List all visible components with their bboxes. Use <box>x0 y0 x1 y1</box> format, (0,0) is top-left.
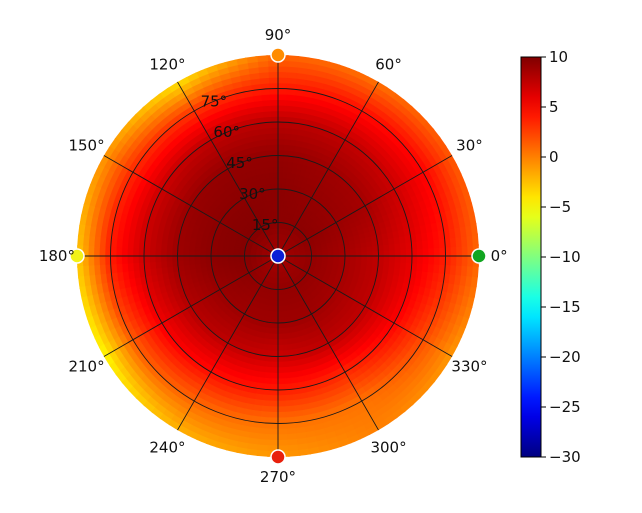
colorbar-tick-label: −10 <box>549 248 581 266</box>
colorbar-tick-label: 10 <box>549 48 568 66</box>
angular-tick-label: 60° <box>375 56 402 74</box>
colorbar-tick-label: 0 <box>549 148 559 166</box>
radial-tick-label: 45° <box>226 154 253 172</box>
radial-tick-label: 30° <box>239 185 266 203</box>
colorbar-tick-label: 5 <box>549 98 559 116</box>
heatmap-cell <box>77 234 84 248</box>
angular-tick-label: 120° <box>149 56 185 74</box>
angular-tick-label: 30° <box>456 136 483 154</box>
radial-tick-label: 75° <box>201 92 228 110</box>
radial-tick-label: 60° <box>213 123 240 141</box>
heatmap-cell <box>286 55 300 62</box>
colorbar-tick-label: −30 <box>549 448 581 466</box>
angular-tick-label: 90° <box>265 26 292 44</box>
angular-tick-label: 210° <box>68 358 104 376</box>
colorbar-tick-label: −20 <box>549 348 581 366</box>
angular-tick-label: 330° <box>451 358 487 376</box>
heatmap-cell <box>256 450 270 457</box>
angular-tick-label: 0° <box>491 247 508 265</box>
angular-tick-label: 300° <box>370 438 406 456</box>
colorbar: 10 5 0 −5 −10 −15 −20 −25 −30 <box>520 48 581 466</box>
heatmap-field <box>77 55 479 457</box>
point-marker <box>270 47 286 63</box>
colorbar-tick-label: −15 <box>549 298 581 316</box>
colorbar-tick-label: −25 <box>549 398 581 416</box>
angular-tick-label: 270° <box>260 468 296 486</box>
colorbar-tick-label: −5 <box>549 198 571 216</box>
point-marker <box>270 248 286 264</box>
point-marker <box>471 248 487 264</box>
colorbar-gradient <box>520 56 542 458</box>
radial-tick-label: 15° <box>252 216 279 234</box>
angular-tick-label: 240° <box>149 438 185 456</box>
colorbar-ticks: 10 5 0 −5 −10 −15 −20 −25 −30 <box>541 48 581 466</box>
angular-tick-label: 180° <box>39 247 75 265</box>
angular-tick-label: 150° <box>68 136 104 154</box>
point-marker <box>270 449 286 465</box>
heatmap-cell <box>472 264 479 278</box>
